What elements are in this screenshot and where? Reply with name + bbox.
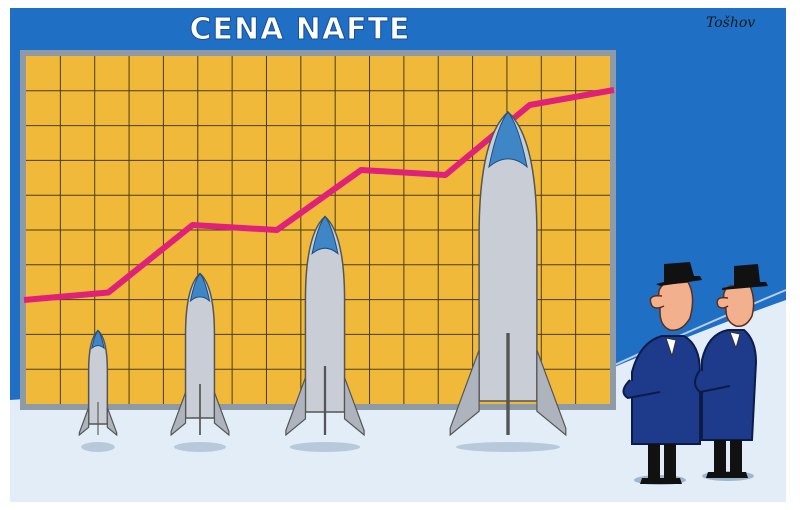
man-left — [622, 262, 702, 485]
rocket-3 — [285, 215, 365, 452]
rocket-1 — [78, 329, 118, 452]
chart-title: CENA NAFTE — [189, 12, 411, 48]
artist-signature: Tošhov — [706, 15, 756, 31]
rocket-4 — [449, 110, 567, 452]
rockets-group — [78, 110, 567, 452]
rocket-2 — [170, 272, 230, 452]
man-right — [694, 264, 768, 481]
oil-price-line — [23, 87, 615, 303]
